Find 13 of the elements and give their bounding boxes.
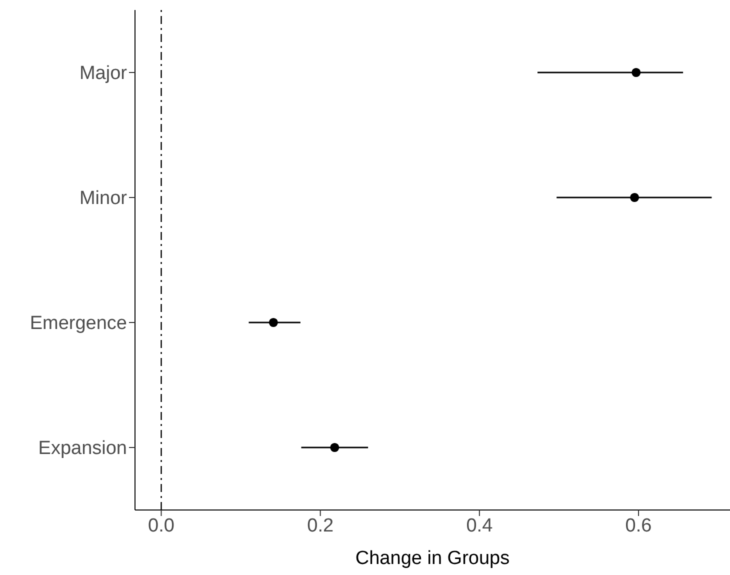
point xyxy=(630,192,640,202)
x-tick-label: 0.2 xyxy=(307,515,334,536)
x-tick-label: 0.0 xyxy=(148,515,174,536)
x-tick-label: 0.4 xyxy=(466,515,494,536)
y-tick-label: Minor xyxy=(79,188,128,210)
point xyxy=(330,442,340,452)
y-tick-label: Emergence xyxy=(30,313,127,334)
y-tick-label: Major xyxy=(79,63,128,84)
x-axis-title: Change in Groups xyxy=(355,548,510,569)
y-tick-label: Expansion xyxy=(38,438,127,460)
point xyxy=(632,68,641,78)
x-tick-label: 0.6 xyxy=(625,515,652,536)
point xyxy=(268,318,278,328)
